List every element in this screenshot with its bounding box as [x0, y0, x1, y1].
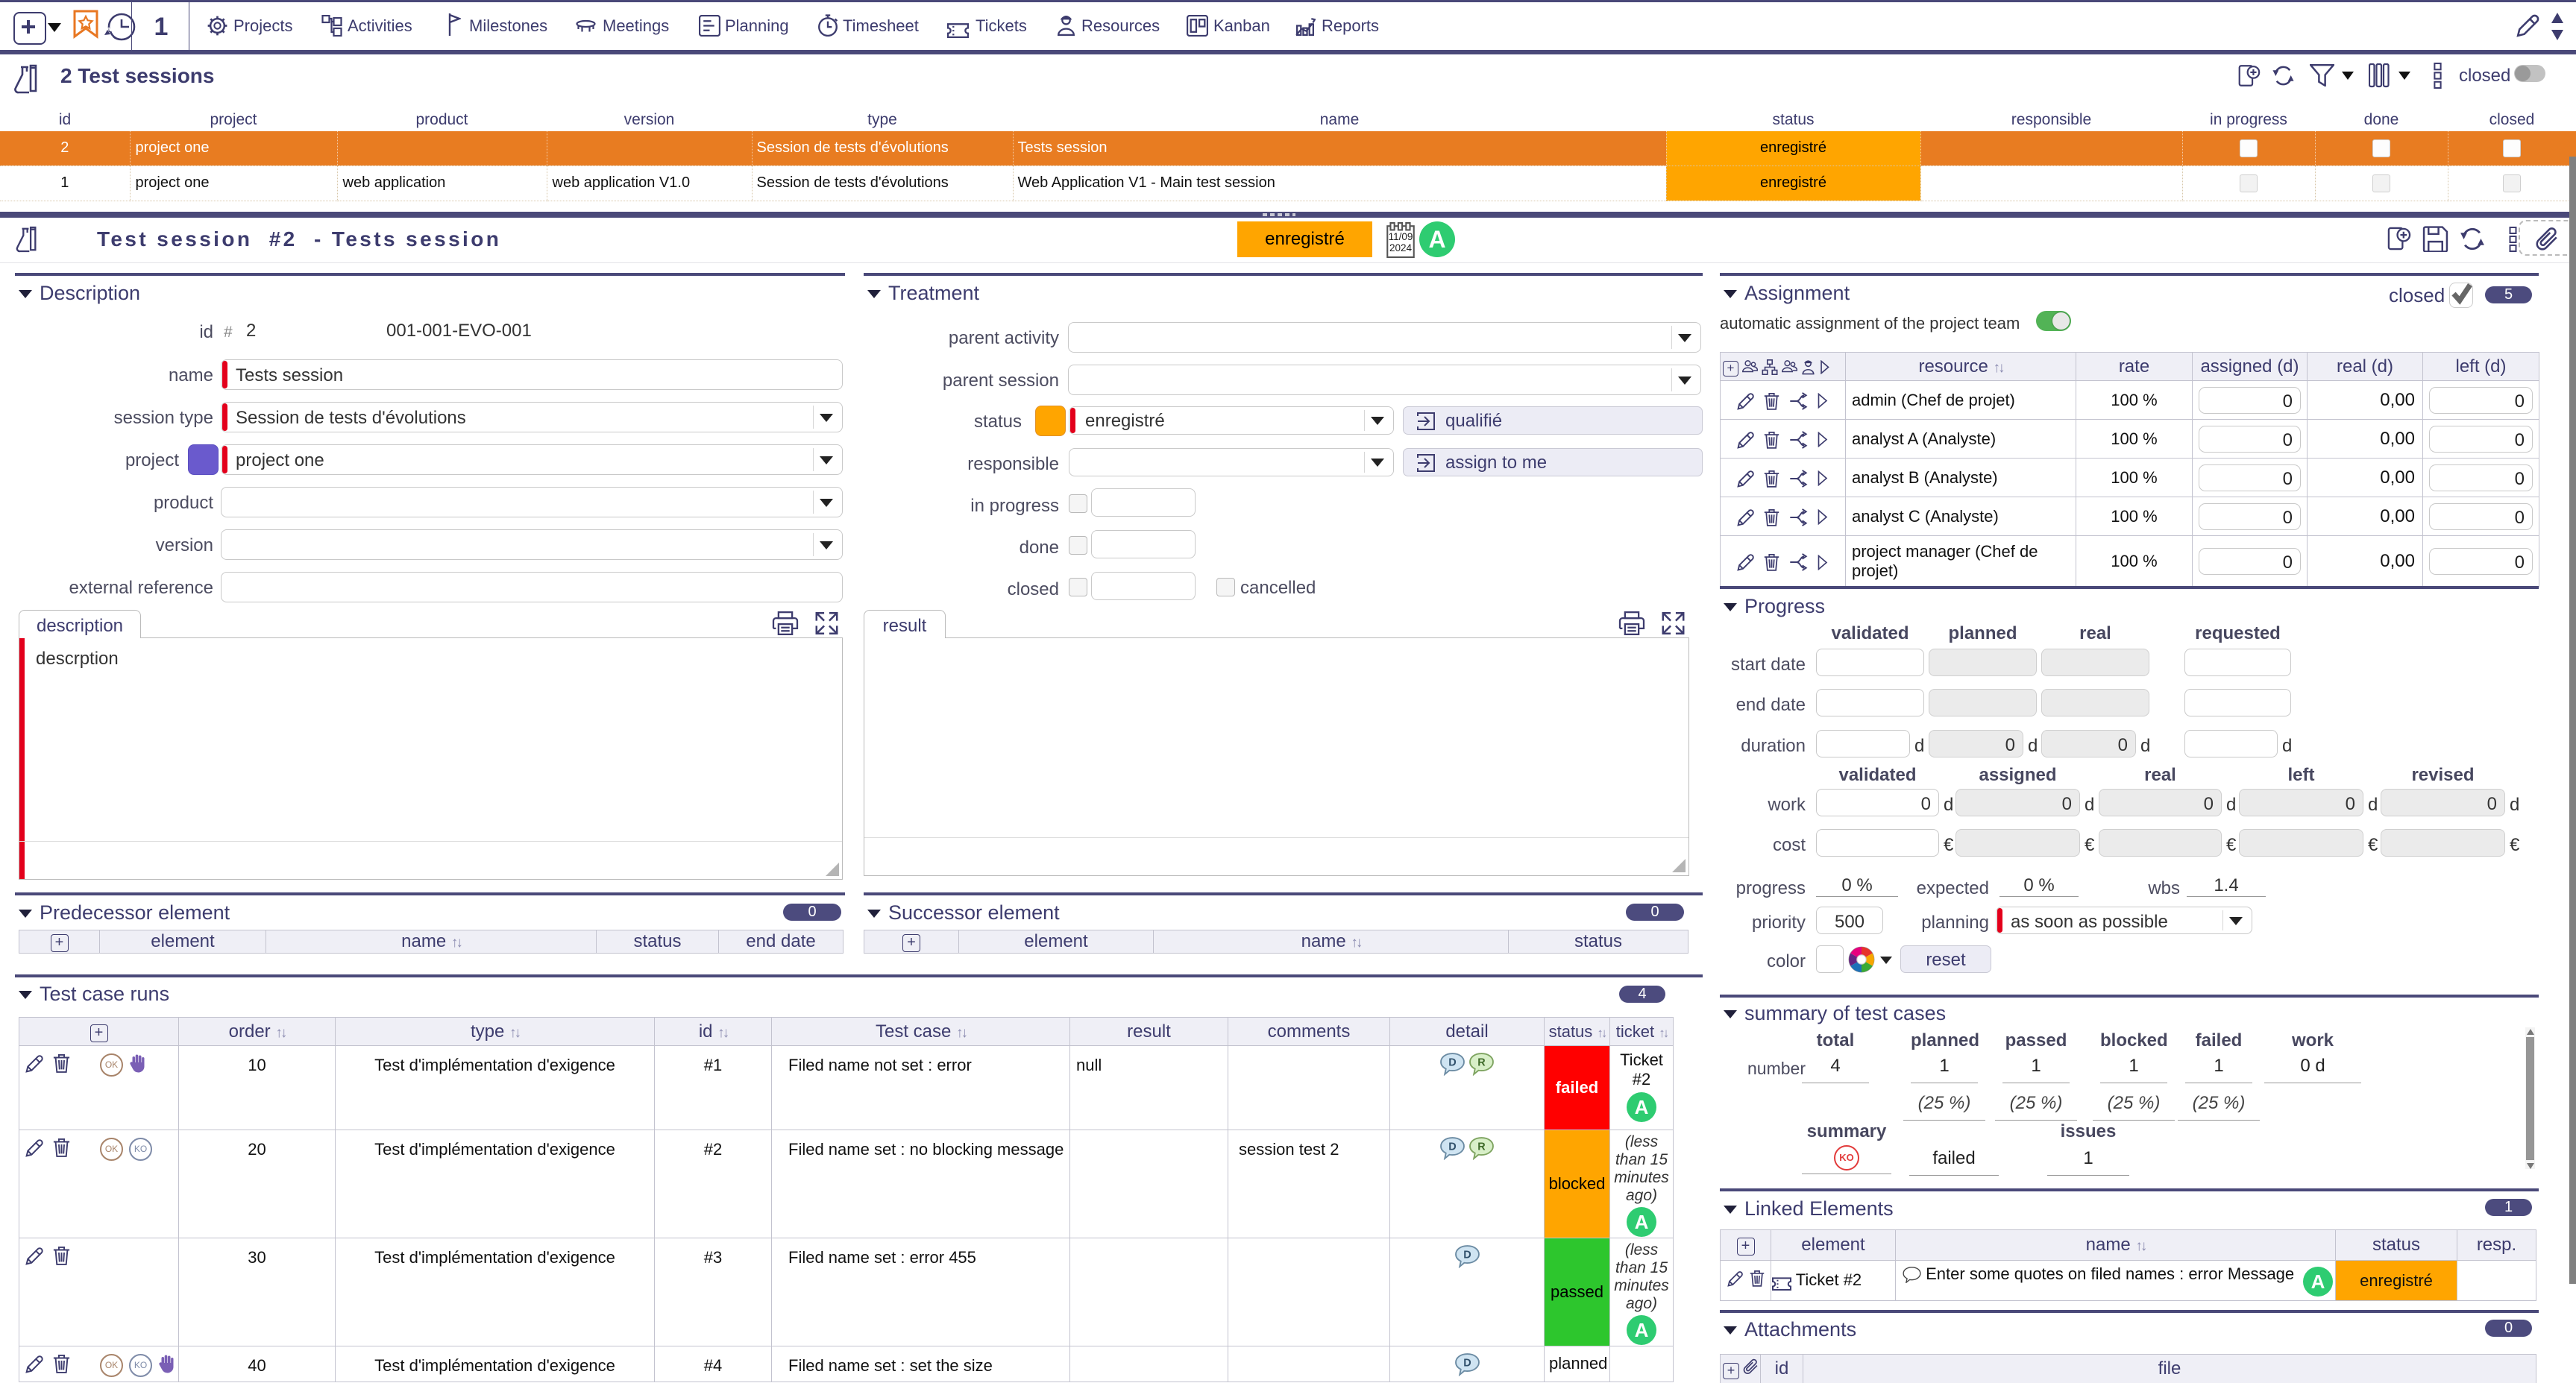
svg-text:D: D	[1448, 1141, 1456, 1153]
svg-text:D: D	[1448, 1057, 1456, 1069]
svg-text:D: D	[1463, 1250, 1471, 1261]
svg-text:R: R	[1477, 1141, 1486, 1153]
svg-text:D: D	[1463, 1358, 1471, 1370]
svg-text:R: R	[1477, 1057, 1486, 1069]
